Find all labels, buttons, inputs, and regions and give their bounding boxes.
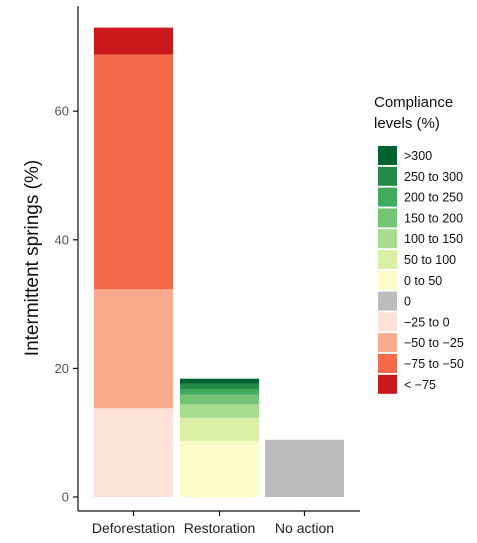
bar-segment-no-action-0 <box>265 439 344 497</box>
legend-label-200-to-250: 200 to 250 <box>404 191 463 205</box>
y-axis-ticks: 0 20 40 60 <box>55 104 78 505</box>
x-tick-label-no-action: No action <box>275 520 334 536</box>
y-axis-label: Intermittent springs (%) <box>22 160 43 356</box>
legend-swatch-0 <box>378 291 397 311</box>
x-tick-label-restoration: Restoration <box>184 520 256 536</box>
legend-label-50-to-100: 50 to 100 <box>404 253 456 267</box>
legend-label-0: 0 <box>404 295 411 309</box>
legend-swatch-0-to-50 <box>378 270 397 290</box>
bar-segment-restoration-150-to-200 <box>180 394 259 405</box>
y-tick-label-0: 0 <box>62 490 69 505</box>
bar-segment-deforestation-minus75-to-minus50 <box>94 54 173 290</box>
legend-swatch-200-to-250 <box>378 187 397 207</box>
x-tick-label-deforestation: Deforestation <box>92 520 175 536</box>
legend-swatch-50-to-100 <box>378 250 397 269</box>
legend-entries: >300 250 to 300 200 to 250 150 to 200 100 to… <box>378 146 464 394</box>
legend-title-line-2: levels (%) <box>374 115 440 132</box>
legend-swatch-gt300 <box>378 146 397 165</box>
legend: Compliance levels (%) >300 250 to 300 200 … <box>374 94 464 394</box>
legend-swatch-minus50-to-minus25 <box>378 333 397 353</box>
legend-swatch-minus25-to-0 <box>378 312 397 332</box>
bar-segment-restoration-200-to-250 <box>180 388 259 395</box>
legend-swatch-250-to-300 <box>378 166 397 186</box>
legend-label-minus25-to-0: −25 to 0 <box>404 315 450 329</box>
plot-area: 0 20 40 60 Deforestation Restoration No actio… <box>55 6 360 536</box>
legend-title-line-1: Compliance <box>374 94 453 111</box>
legend-label-minus75-to-minus50: −75 to −50 <box>404 357 464 371</box>
legend-swatch-150-to-200 <box>378 208 397 228</box>
y-tick-label-40: 40 <box>55 232 69 247</box>
legend-label-0-to-50: 0 to 50 <box>404 274 442 288</box>
bars <box>94 27 344 497</box>
bar-segment-restoration-100-to-150 <box>180 404 259 418</box>
bar-segment-deforestation-lt-minus75 <box>94 27 173 55</box>
legend-label-100-to-150: 100 to 150 <box>404 232 463 246</box>
legend-label-lt-minus75: < −75 <box>404 378 436 392</box>
bar-segment-restoration-50-to-100 <box>180 417 259 442</box>
legend-swatch-minus75-to-minus50 <box>378 354 397 373</box>
bar-segment-restoration-0-to-50 <box>180 441 259 497</box>
y-tick-label-20: 20 <box>55 361 69 376</box>
x-axis-ticks: Deforestation Restoration No action <box>92 511 334 536</box>
legend-label-150-to-200: 150 to 200 <box>404 211 463 225</box>
legend-label-minus50-to-minus25: −50 to −25 <box>404 336 464 350</box>
bar-segment-deforestation-minus25-to-0 <box>94 408 173 497</box>
y-tick-label-60: 60 <box>55 104 69 119</box>
legend-label-gt300: >300 <box>404 149 432 163</box>
legend-label-250-to-300: 250 to 300 <box>404 170 463 184</box>
bar-segment-restoration-250-to-300 <box>180 383 259 389</box>
bar-segment-deforestation-minus50-to-minus25 <box>94 289 173 409</box>
legend-swatch-100-to-150 <box>378 229 397 249</box>
legend-swatch-lt-minus75 <box>378 374 397 394</box>
bar-segment-restoration-gt300 <box>180 378 259 384</box>
